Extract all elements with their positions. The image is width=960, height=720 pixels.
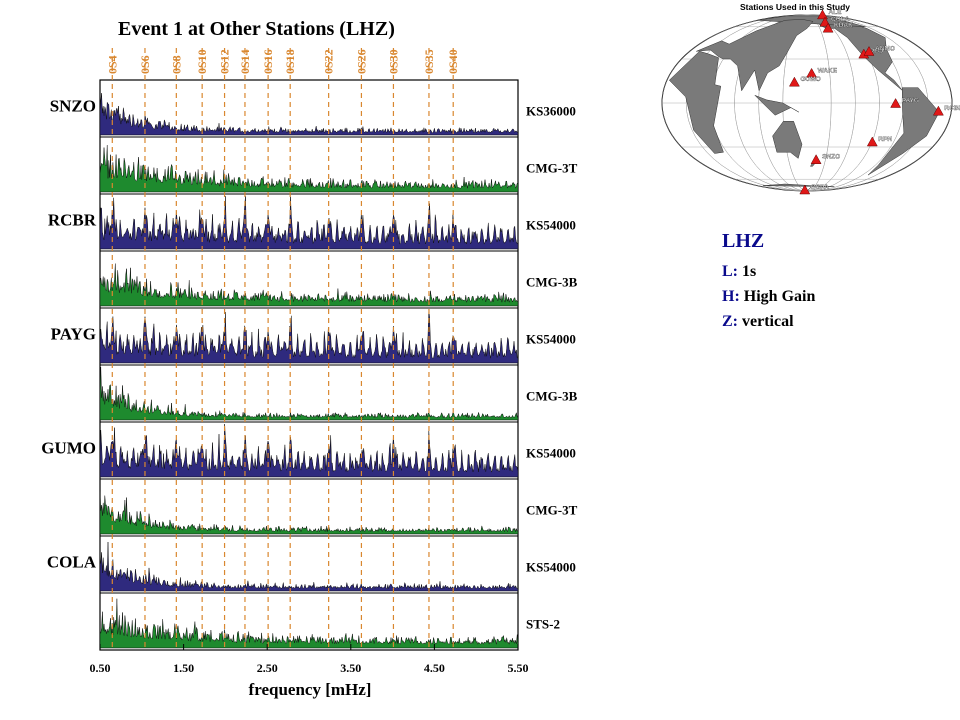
instrument-label: KS54000 xyxy=(526,331,576,346)
x-tick-label: 0.50 xyxy=(90,661,111,675)
station-marker xyxy=(890,97,902,108)
legend-row-l: L: 1s xyxy=(722,259,815,284)
legend-row-h: H: High Gain xyxy=(722,284,815,309)
station-map-label: PFO xyxy=(870,48,883,55)
legend-key: H: xyxy=(722,288,740,305)
mode-label: 0S4 xyxy=(105,55,119,74)
station-map-label: ALE xyxy=(828,9,842,16)
legend-value: High Gain xyxy=(743,288,816,305)
landmass xyxy=(754,95,800,116)
station-map-label: COLA xyxy=(831,16,850,23)
station-map-label: RCBR xyxy=(944,105,960,112)
legend-value: 1s xyxy=(742,263,757,280)
station-marker xyxy=(822,22,834,33)
mode-label: 0S12 xyxy=(218,49,232,74)
station-map-label: KDAK xyxy=(834,22,853,29)
station-label: RCBR xyxy=(48,211,97,230)
spectrum-trace xyxy=(99,263,519,307)
mode-label: 0S10 xyxy=(195,49,209,74)
spectrum-trace xyxy=(99,366,519,421)
spectrum-trace xyxy=(99,93,519,136)
mode-label: 0S40 xyxy=(446,49,460,74)
x-tick-label: 4.50 xyxy=(424,661,445,675)
mode-label: 0S22 xyxy=(322,49,336,74)
x-tick-label: 5.50 xyxy=(508,661,529,675)
station-label: GUMO xyxy=(41,439,96,458)
instrument-label: CMG-3T xyxy=(526,502,578,517)
map-title: Stations Used in this Study xyxy=(740,2,850,12)
legend-heading: LHZ xyxy=(722,230,765,252)
station-marker xyxy=(866,136,878,147)
instrument-label: KS54000 xyxy=(526,217,576,232)
x-tick-label: 1.50 xyxy=(173,661,194,675)
mode-label: 0S26 xyxy=(354,49,368,74)
x-tick-label: 2.50 xyxy=(257,661,278,675)
spectrum-trace xyxy=(99,541,519,592)
legend-row-z: Z: vertical xyxy=(722,309,815,334)
x-tick-label: 3.50 xyxy=(340,661,361,675)
chart-title: Event 1 at Other Stations (LHZ) xyxy=(118,18,395,40)
landmass xyxy=(867,87,940,176)
station-marker xyxy=(932,105,944,116)
station-map-label: PAYG xyxy=(902,98,919,105)
station-label: COLA xyxy=(47,553,97,572)
station-map-label: RPN xyxy=(878,136,892,143)
station-map-label: SNZO xyxy=(822,154,840,161)
spectrum-trace xyxy=(99,309,519,364)
instrument-label: STS-2 xyxy=(526,616,560,631)
spectrum-trace xyxy=(99,145,519,193)
landmass xyxy=(772,121,803,159)
station-marker xyxy=(799,184,811,195)
instrument-label: KS36000 xyxy=(526,103,576,118)
x-axis-label: frequency [mHz] xyxy=(249,680,372,699)
station-marker xyxy=(810,154,822,164)
station-map-label: GUMO xyxy=(800,76,820,83)
legend-value: vertical xyxy=(742,313,794,330)
spectrum-trace xyxy=(99,598,519,649)
mode-label: 0S14 xyxy=(238,49,252,74)
instrument-label: CMG-3B xyxy=(526,388,578,403)
spectrum-trace xyxy=(99,195,519,250)
station-map-label: ANMO xyxy=(875,46,895,53)
mode-label: 0S18 xyxy=(283,49,297,74)
station-map-label: QSPA xyxy=(811,184,829,191)
legend-key: Z: xyxy=(722,313,738,330)
mode-label: 0S35 xyxy=(422,49,436,74)
instrument-label: KS54000 xyxy=(526,445,576,460)
mode-label: 0S30 xyxy=(386,49,400,74)
station-marker xyxy=(863,45,875,56)
mode-label: 0S16 xyxy=(261,49,275,74)
mode-label: 0S8 xyxy=(169,55,183,74)
channel-legend: LHZ L: 1s H: High Gain Z: vertical xyxy=(722,230,815,334)
spectrum-trace xyxy=(99,491,519,535)
instrument-label: KS54000 xyxy=(526,559,576,574)
station-label: SNZO xyxy=(50,97,96,116)
spectrum-trace xyxy=(99,423,519,478)
landmass xyxy=(668,51,724,154)
station-marker xyxy=(788,76,800,87)
station-label: PAYG xyxy=(51,325,96,344)
landmass xyxy=(696,19,814,92)
instrument-label: CMG-3T xyxy=(526,160,578,175)
station-marker xyxy=(817,9,828,20)
spectra-chart: KS36000 CMG-3T SNZO KS54000 CMG-3B RCBR KS5400… xyxy=(41,48,578,699)
instrument-label: CMG-3B xyxy=(526,274,578,289)
station-marker xyxy=(806,67,818,78)
mode-label: 0S6 xyxy=(138,55,152,74)
legend-key: L: xyxy=(722,263,738,280)
station-map-label: WAKE xyxy=(818,67,838,74)
